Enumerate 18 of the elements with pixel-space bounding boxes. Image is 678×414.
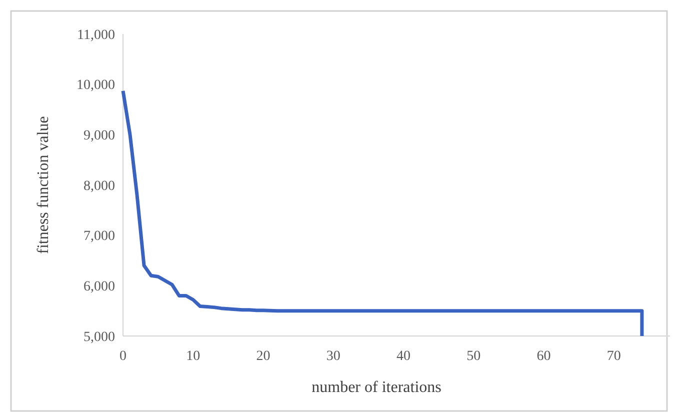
- x-tick-label: 50: [466, 349, 481, 364]
- x-tick-label: 10: [186, 349, 200, 364]
- y-tick-label: 9,000: [84, 128, 115, 144]
- x-tick-label: 30: [326, 349, 340, 364]
- x-tick-label: 40: [396, 349, 411, 364]
- x-tick-label: 0: [120, 349, 126, 364]
- x-tick-label: 20: [256, 349, 270, 364]
- y-axis-title: fitness function value: [35, 116, 52, 254]
- line-series: [121, 89, 644, 338]
- x-tick-label: 70: [606, 349, 621, 364]
- x-axis-title: number of iterations: [312, 379, 442, 396]
- y-tick-label: 11,000: [77, 28, 115, 43]
- y-tick-label: 6,000: [84, 280, 115, 295]
- y-tick-label: 7,000: [84, 229, 115, 244]
- y-tick-label: 5,000: [84, 330, 115, 345]
- y-tick-label: 8,000: [84, 178, 115, 194]
- y-tick-label: 10,000: [76, 78, 115, 94]
- x-tick-label: 60: [536, 349, 551, 364]
